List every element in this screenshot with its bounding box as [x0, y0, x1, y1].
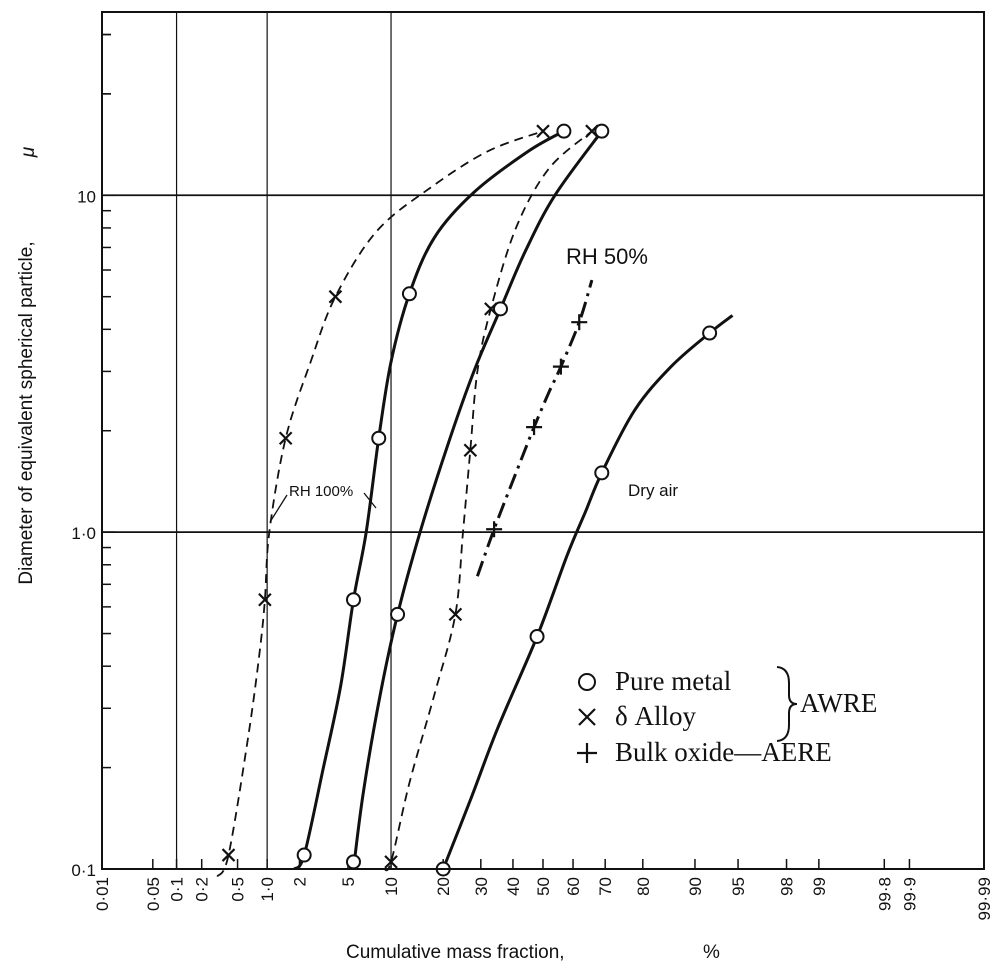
x-tick-label: 98 — [778, 877, 797, 896]
markers-group — [221, 123, 718, 877]
x-tick-label: 99·8 — [875, 877, 894, 911]
x-tick-label: 10 — [382, 877, 401, 896]
x-tick-label: 60 — [564, 877, 583, 896]
x-tick-label: 0·5 — [229, 877, 248, 902]
data-point-x — [585, 124, 599, 138]
grid — [102, 12, 984, 869]
data-point-x-stroke — [463, 443, 478, 458]
plot-frame — [101, 11, 985, 870]
data-point-x-stroke — [585, 124, 599, 138]
legend-label-bulk-oxide: Bulk oxide—AERE — [615, 737, 832, 767]
data-point-circle — [492, 301, 508, 317]
legend-brace — [776, 666, 798, 742]
axis-ticks — [101, 33, 985, 870]
legend: Pure metal δ Alloy Bulk oxide—AERE AWRE — [577, 666, 877, 767]
x-tick-label: 90 — [686, 877, 705, 896]
data-point-x — [221, 848, 236, 862]
data-point-circle — [702, 325, 718, 341]
x-tick-label: 50 — [534, 877, 553, 896]
data-point-x — [448, 607, 463, 622]
annotation-rh100: RH 100% — [289, 483, 353, 500]
x-tick-label: 99·99 — [975, 877, 994, 920]
legend-brace-label: AWRE — [800, 688, 877, 718]
y-axis-label: Diameter of equivalent spherical particl… — [16, 241, 37, 584]
data-point-x — [484, 302, 498, 316]
data-point-circle — [390, 606, 406, 622]
y-axis-unit: μ — [18, 146, 39, 158]
data-point-circle — [401, 286, 417, 302]
y-tick-labels: 0·1 1·0 10 — [71, 187, 96, 880]
data-point-circle — [345, 592, 361, 608]
legend-x-marker — [578, 708, 596, 726]
series-line-4 — [383, 130, 593, 872]
x-tick-label: 5 — [339, 877, 358, 886]
series-line-3 — [352, 130, 604, 870]
data-point-x-stroke — [484, 302, 498, 316]
data-point-x-stroke — [221, 848, 236, 862]
data-point-x-stroke — [278, 431, 293, 446]
data-point-circle — [529, 628, 545, 644]
x-axis-label: Cumulative mass fraction, — [346, 942, 565, 963]
x-tick-label: 20 — [434, 877, 453, 896]
series-line-1 — [293, 129, 565, 871]
annotation-rh100-leader-left — [269, 494, 288, 523]
series-line-2 — [216, 130, 544, 878]
x-tick-label: 1·0 — [258, 877, 277, 902]
legend-plus-marker — [577, 743, 597, 763]
x-tick-label: 70 — [596, 877, 615, 896]
x-tick-label: 80 — [634, 877, 653, 896]
annotation-rh100-leader-right — [363, 492, 377, 509]
series-line-6 — [475, 279, 594, 577]
legend-label-delta-alloy: δ Alloy — [615, 701, 696, 731]
data-point-circle — [296, 847, 312, 863]
data-point-x — [536, 124, 550, 138]
y-tick-label: 0·1 — [71, 861, 96, 880]
data-point-x-stroke — [328, 289, 343, 304]
data-point-x-stroke — [258, 592, 272, 607]
y-tick-label: 1·0 — [71, 524, 96, 543]
x-tick-label: 2 — [290, 877, 309, 886]
x-axis-unit: % — [703, 942, 720, 963]
data-point-plus — [526, 419, 543, 436]
x-tick-label: 0·05 — [144, 877, 163, 911]
annotation-dry-air: Dry air — [628, 481, 678, 500]
data-point-circle — [556, 123, 572, 139]
legend-label-pure-metal: Pure metal — [615, 666, 731, 696]
data-point-x — [463, 443, 478, 458]
data-point-x — [258, 592, 272, 607]
data-point-x-stroke — [536, 124, 550, 138]
series-line-5 — [441, 314, 734, 870]
data-point-plus — [552, 358, 569, 375]
data-point-circle — [345, 854, 361, 870]
data-point-x — [328, 289, 343, 304]
data-point-circle — [594, 123, 610, 139]
data-point-x — [384, 855, 398, 869]
x-tick-label: 99·9 — [900, 877, 919, 911]
annotation-rh50: RH 50% — [566, 244, 648, 269]
data-point-plus — [486, 521, 503, 538]
data-point-circle — [594, 465, 610, 481]
x-tick-label: 0·2 — [193, 877, 212, 902]
x-tick-label: 30 — [472, 877, 491, 896]
series-group — [216, 129, 734, 878]
y-tick-label: 10 — [77, 187, 96, 206]
data-point-x-stroke — [448, 607, 463, 622]
x-tick-label: 0·1 — [168, 877, 187, 902]
x-tick-label: 40 — [504, 877, 523, 896]
data-point-plus — [571, 314, 588, 331]
data-point-x — [278, 431, 293, 446]
data-point-x-stroke — [384, 855, 398, 869]
x-tick-labels: 0·01 0·05 0·1 0·2 0·5 1·0 2 5 10 20 30 40 50 60 70 80 90… — [93, 877, 994, 920]
legend-circle-marker — [578, 673, 596, 691]
x-tick-label: 0·01 — [93, 877, 112, 911]
data-point-circle — [371, 430, 387, 446]
x-tick-label: 95 — [729, 877, 748, 896]
x-tick-label: 99 — [810, 877, 829, 896]
